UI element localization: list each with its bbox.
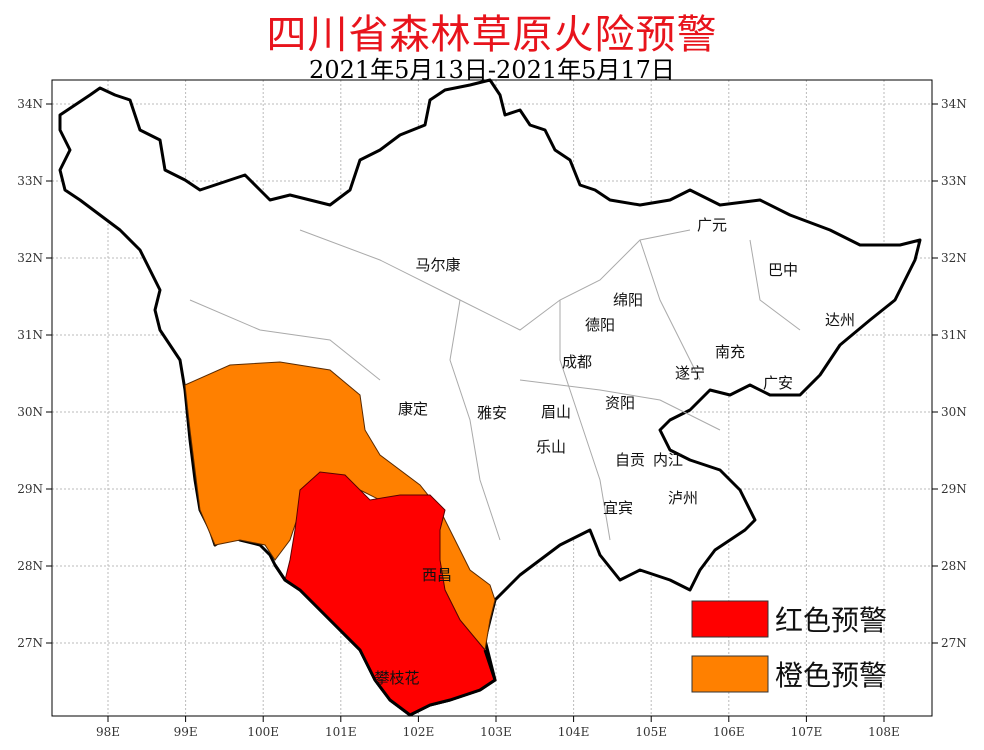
lat-tick-label-right: 32N [941,251,967,265]
legend-red-label: 红色预警 [775,604,887,637]
city-label: 遂宁 [675,364,705,382]
lat-tick-label-left: 30N [17,405,43,419]
city-label: 宜宾 [603,499,633,517]
lon-tick-label: 103E [480,725,512,739]
lon-tick-label: 100E [247,725,279,739]
lon-tick-label: 104E [558,725,590,739]
city-label: 眉山 [541,403,571,421]
city-label: 广安 [763,374,793,392]
lat-tick-label-right: 30N [941,405,967,419]
city-label: 内江 [653,451,683,469]
city-label: 达州 [825,311,855,329]
city-label: 巴中 [768,261,798,279]
lat-tick-label-left: 33N [17,174,43,188]
legend: 红色预警 橙色预警 [691,600,887,693]
lat-tick-label-left: 34N [17,97,43,111]
lon-tick-label: 101E [325,725,357,739]
city-label: 德阳 [585,316,615,334]
city-label: 泸州 [668,489,698,507]
city-label: 攀枝花 [374,669,419,687]
city-label: 乐山 [536,438,566,456]
lat-tick-label-right: 29N [941,482,967,496]
lon-tick-label: 102E [403,725,435,739]
city-label: 康定 [398,400,428,418]
lat-tick-label-left: 28N [17,559,43,573]
lon-tick-label: 98E [96,725,120,739]
lon-tick-label: 105E [635,725,667,739]
city-label: 雅安 [477,404,507,422]
lat-tick-label-right: 27N [941,636,967,650]
lon-tick-label: 99E [174,725,198,739]
legend-orange-label: 橙色预警 [775,659,887,692]
city-label: 绵阳 [613,291,643,309]
lat-tick-label-left: 32N [17,251,43,265]
legend-orange-swatch [691,655,769,693]
lat-tick-label-right: 31N [941,328,967,342]
province-border-south [273,564,497,717]
legend-red-swatch [691,600,769,638]
city-label: 西昌 [422,566,452,584]
city-label: 自贡 [615,451,645,469]
lat-tick-label-left: 29N [17,482,43,496]
lat-tick-label-right: 28N [941,559,967,573]
map-frame [51,79,933,717]
map-subtitle: 2021年5月13日-2021年5月17日 [309,56,675,84]
lat-tick-label-right: 34N [941,97,967,111]
city-label: 资阳 [605,394,635,412]
city-label: 南充 [715,343,745,361]
map-title: 四川省森林草原火险预警 [266,12,718,58]
lon-tick-label: 107E [791,725,823,739]
lon-tick-label: 108E [868,725,900,739]
lat-tick-label-left: 27N [17,636,43,650]
lon-tick-label: 106E [713,725,745,739]
city-label: 成都 [562,353,592,371]
axis-ticks: 98E 99E 100E 101E 102E 103E 104E 105E 106E 107E 10… [17,97,967,739]
lat-tick-label-left: 31N [17,328,43,342]
prefecture-boundaries [189,229,801,541]
lat-tick-label-right: 33N [941,174,967,188]
city-label: 马尔康 [415,256,460,274]
city-label: 广元 [697,216,727,234]
